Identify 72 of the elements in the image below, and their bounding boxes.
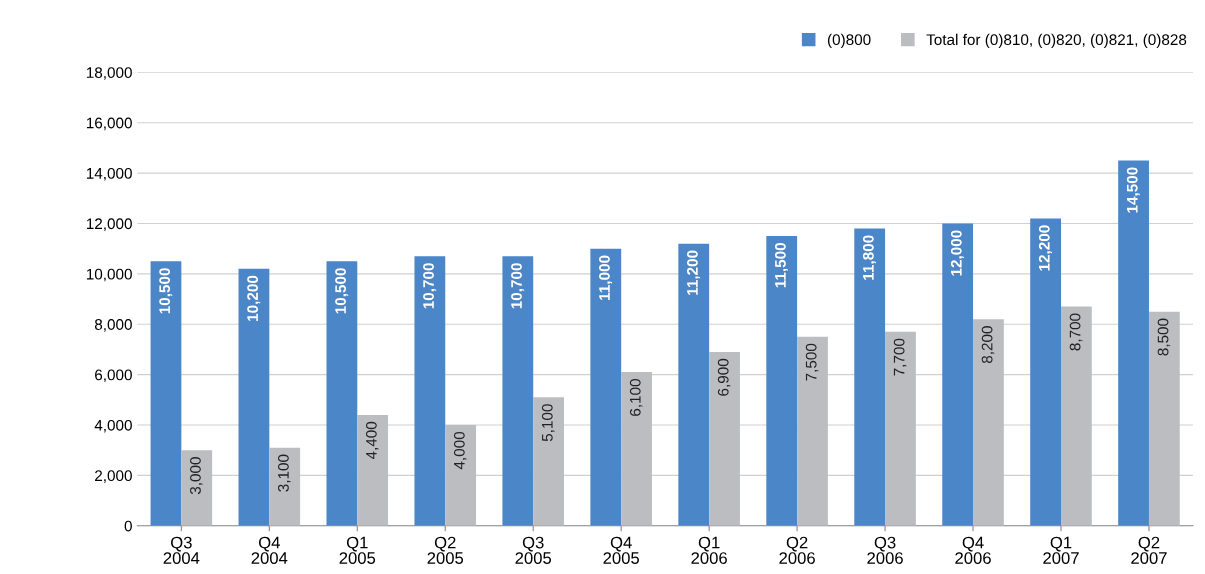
bar [590,248,622,526]
legend-label: Total for (0)810, (0)820, (0)821, (0)828 [926,33,1187,49]
bar [1118,160,1149,526]
data-label: 8,200 [981,326,995,364]
bar [621,372,652,526]
x-tick-label: Q3 2004 [163,536,200,564]
bar [766,236,798,526]
bar [854,228,886,526]
bar [357,414,389,526]
data-label: 6,900 [717,358,731,396]
bar [445,425,477,526]
bar [414,256,446,526]
data-label: 11,200 [687,250,701,295]
bar [326,261,358,526]
x-tick-label: Q4 2006 [955,536,991,564]
x-tick-label: Q2 2007 [1131,536,1167,564]
y-tick-label: 6,000 [95,369,132,383]
data-label: 5,100 [541,404,555,442]
x-tick-label: Q3 2005 [515,536,552,564]
y-tick-label: 14,000 [86,167,132,181]
y-tick-label: 2,000 [95,470,132,483]
data-label: 12,200 [1038,225,1052,271]
bar [973,319,1004,526]
data-label: 8,500 [1157,318,1171,356]
data-label: 11,800 [862,235,876,280]
y-tick-label: 16,000 [86,117,132,131]
data-label: 10,500 [335,268,349,314]
data-label: 11,000 [599,255,613,300]
data-label: 7,500 [805,343,819,381]
data-label: 10,500 [159,268,173,314]
data-label: 4,000 [453,431,467,470]
data-label: 4,400 [365,421,379,460]
data-label: 3,100 [277,454,291,492]
x-tick-label: Q1 2007 [1043,536,1079,564]
data-label: 3,000 [190,457,203,495]
bar [502,256,534,526]
legend-label: (0)800 [827,33,871,49]
data-label: 10,700 [511,263,525,309]
x-tick-label: Q2 2005 [427,536,464,564]
bar [797,336,828,526]
data-label: 10,700 [423,263,437,309]
bar [1061,306,1092,526]
data-label: 7,700 [893,338,907,376]
x-tick-label: Q3 2006 [867,536,903,564]
y-tick-label: 0 [124,520,132,532]
data-label: 11,500 [775,242,789,288]
bar [885,331,916,526]
bar [533,397,564,526]
x-tick-label: Q4 2005 [603,536,640,564]
bar [150,261,182,526]
bar [942,223,974,526]
data-label: 6,100 [629,379,643,416]
data-label: 8,700 [1069,313,1083,351]
y-tick-label: 12,000 [86,218,132,231]
x-tick-label: Q1 2005 [339,536,376,564]
y-tick-label: 4,000 [94,419,132,433]
bar [181,450,213,526]
y-tick-label: 8,000 [94,319,132,332]
data-label: 14,500 [1126,167,1140,213]
data-label: 12,000 [950,230,964,276]
bar [709,351,740,526]
data-label: 10,200 [247,275,261,321]
y-tick-label: 10,000 [86,268,132,282]
x-tick-label: Q4 2004 [251,536,288,564]
bar [678,243,710,526]
bar [269,447,301,526]
y-tick-label: 18,000 [86,67,132,80]
bar [238,268,270,526]
bar [1030,218,1061,526]
x-tick-label: Q2 2006 [779,536,815,564]
bar [1148,311,1180,526]
x-tick-label: Q1 2006 [691,536,727,564]
